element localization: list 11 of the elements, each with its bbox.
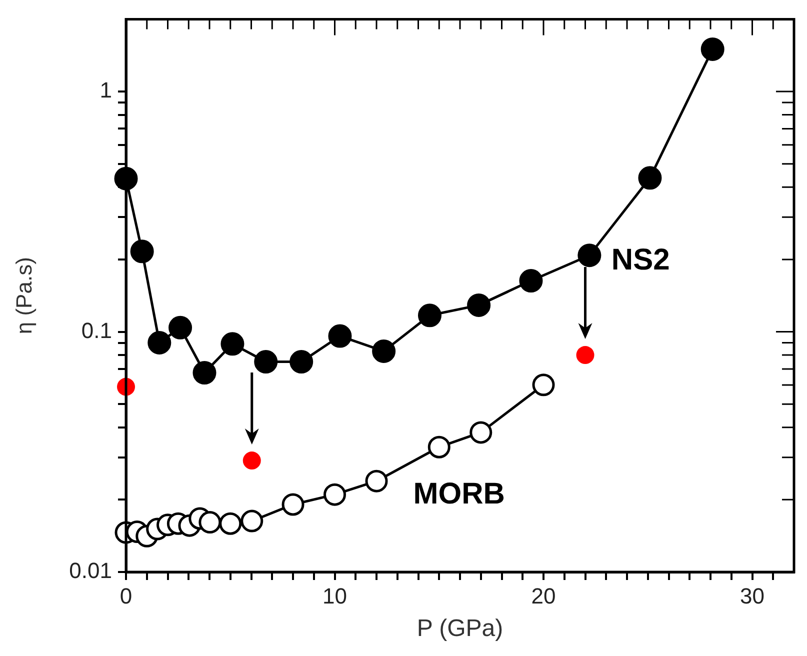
x-axis-title: P (GPa) xyxy=(416,615,504,642)
x-tick-label: 0 xyxy=(120,583,132,608)
x-tick-label: 10 xyxy=(322,583,347,608)
y-tick-label: 1 xyxy=(100,78,112,103)
y-tick-label: 0.01 xyxy=(69,558,112,584)
y-axis-title: η (Pa.s) xyxy=(11,257,36,334)
series-label: NS2 xyxy=(611,244,670,277)
y-tick-label: 0.1 xyxy=(81,318,112,343)
x-tick-label: 30 xyxy=(740,583,764,608)
series-label: MORB xyxy=(413,477,505,510)
x-tick-label: 20 xyxy=(531,583,556,608)
